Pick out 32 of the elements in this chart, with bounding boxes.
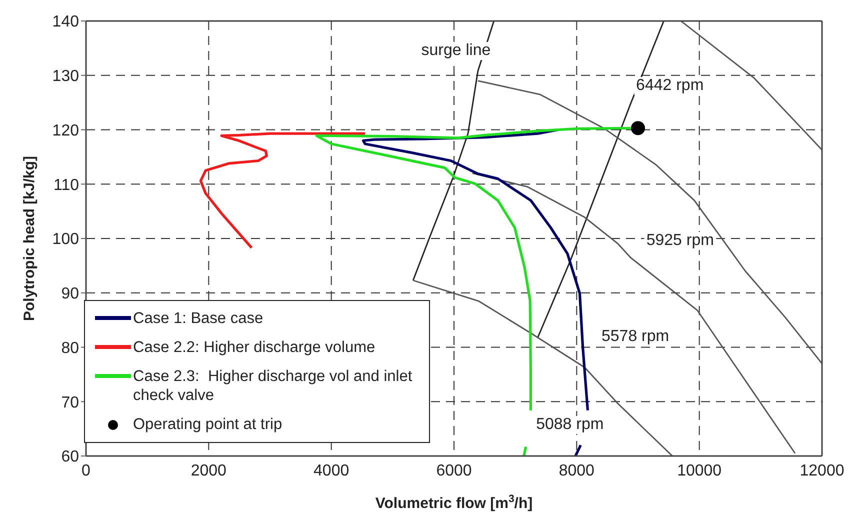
legend-label: Operating point at trip [133, 415, 282, 434]
y-tick-label: 130 [52, 68, 80, 86]
y-tick-label: 120 [52, 122, 80, 140]
y-tick-label: 90 [61, 286, 80, 303]
y-tick-label: 110 [53, 176, 80, 194]
line-series [472, 172, 796, 454]
y-tick-label: 70 [61, 394, 80, 412]
annotation: 5578 rpm [600, 328, 672, 346]
y-axis-title: Polytropic head [kJ/kg] [21, 156, 38, 322]
y-tick-label: 140 [52, 14, 80, 31]
x-tick-label: 10000 [677, 462, 722, 480]
annotation: 6442 rpm [634, 76, 706, 95]
legend-label: Case 1: Base case [133, 309, 264, 328]
annotation: surge line [419, 42, 493, 60]
annotation: 5088 rpm [534, 416, 606, 434]
line-series [412, 280, 674, 456]
x-tick-label: 4000 [314, 462, 350, 480]
x-axis-title: Volumetric flow [m$^{3}$/h] [375, 493, 533, 512]
legend-label: Case 2.3: Higher discharge vol and inlet check valve [133, 367, 414, 405]
y-tick-label: 80 [61, 340, 80, 357]
x-tick-label: 0 [82, 462, 91, 480]
legend-label: Case 2.2: Higher discharge volume [133, 338, 376, 357]
x-tick-label: 6000 [436, 462, 472, 480]
line-series [199, 132, 366, 250]
annotation: 5925 rpm [644, 232, 716, 250]
x-tick-label: 12000 [800, 462, 844, 480]
y-tick-label: 60 [61, 448, 80, 466]
line-series [412, 21, 495, 282]
x-tick-label: 2000 [190, 462, 227, 480]
line-series [477, 80, 822, 364]
y-tick-label: 100 [52, 231, 80, 248]
x-tick-label: 8000 [558, 462, 595, 480]
